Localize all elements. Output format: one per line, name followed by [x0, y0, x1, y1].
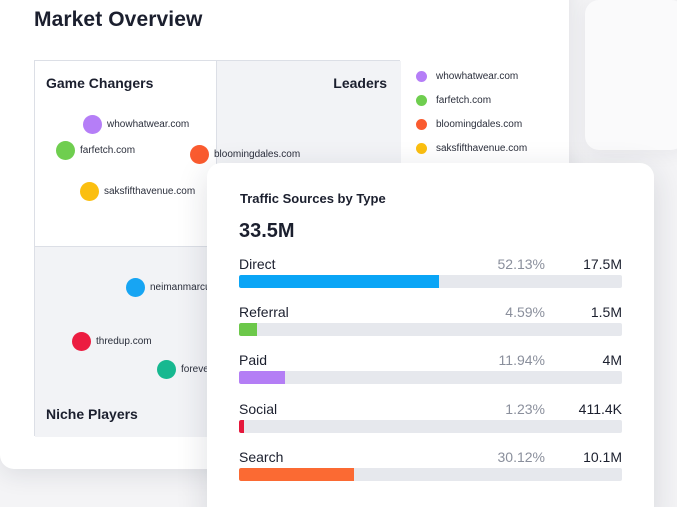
site-dot: [72, 332, 91, 351]
quadrant-niche-players: Niche Players: [35, 247, 217, 437]
source-percent: 4.59%: [505, 304, 545, 320]
source-bar-fill: [239, 371, 285, 384]
source-value: 411.4K: [578, 401, 622, 417]
legend-dot: [416, 118, 427, 130]
legend-label: whowhatwear.com: [436, 70, 519, 82]
site-marker-farfetch[interactable]: farfetch.com: [56, 141, 135, 160]
source-name: Direct: [239, 256, 276, 272]
source-name: Paid: [239, 352, 268, 368]
source-bar-track: [239, 468, 622, 481]
market-overview-title: Market Overview: [34, 8, 203, 31]
source-value: 4M: [602, 352, 622, 368]
site-marker-whowhatwear[interactable]: whowhatwear.com: [83, 115, 189, 134]
site-dot: [83, 115, 102, 134]
quadrant-label-leaders: Leaders: [333, 75, 387, 91]
site-label: farfetch.com: [80, 145, 136, 156]
site-dot: [80, 182, 99, 201]
site-label: bloomingdales.com: [214, 149, 301, 160]
site-marker-bloomingdales[interactable]: bloomingdales.com: [190, 145, 300, 164]
legend-item[interactable]: bloomingdales.com: [416, 112, 527, 136]
source-bar-track: [239, 323, 622, 336]
site-legend: whowhatwear.com farfetch.com bloomingdal…: [416, 64, 527, 160]
source-percent: 52.13%: [497, 256, 545, 272]
source-bar-track: [239, 371, 622, 384]
traffic-source-direct[interactable]: Direct 52.13% 17.5M: [239, 256, 622, 300]
source-bar-fill: [239, 275, 439, 288]
source-name: Referral: [239, 304, 289, 320]
legend-label: saksfifthavenue.com: [436, 142, 528, 154]
legend-dot: [416, 94, 427, 106]
legend-dot: [416, 70, 427, 82]
source-bar-track: [239, 275, 622, 288]
site-dot: [157, 360, 176, 379]
source-value: 10.1M: [583, 449, 622, 465]
site-marker-saksfifthavenue[interactable]: saksfifthavenue.com: [80, 182, 195, 201]
site-label: saksfifthavenue.com: [104, 186, 196, 197]
source-bar-track: [239, 420, 622, 433]
site-label: thredup.com: [96, 336, 152, 347]
site-dot: [56, 141, 75, 160]
site-dot: [190, 145, 209, 164]
legend-item[interactable]: farfetch.com: [416, 88, 527, 112]
source-bar-fill: [239, 420, 244, 433]
source-percent: 1.23%: [505, 401, 545, 417]
traffic-source-social[interactable]: Social 1.23% 411.4K: [239, 401, 622, 445]
traffic-sources-card: Traffic Sources by Type 33.5M Direct 52.…: [207, 163, 654, 507]
site-label: whowhatwear.com: [107, 119, 190, 130]
site-dot: [126, 278, 145, 297]
site-label: foreve: [181, 364, 209, 375]
quadrant-label-niche-players: Niche Players: [46, 406, 138, 422]
source-value: 1.5M: [590, 304, 622, 320]
site-label: neimanmarcu: [150, 282, 211, 293]
legend-label: bloomingdales.com: [436, 118, 523, 130]
site-marker-neimanmarcus[interactable]: neimanmarcu: [126, 278, 211, 297]
legend-item[interactable]: whowhatwear.com: [416, 64, 527, 88]
source-percent: 30.12%: [497, 449, 545, 465]
traffic-total: 33.5M: [239, 220, 295, 242]
traffic-source-referral[interactable]: Referral 4.59% 1.5M: [239, 304, 622, 348]
source-name: Social: [239, 401, 278, 417]
source-percent: 11.94%: [498, 352, 545, 368]
quadrant-label-game-changers: Game Changers: [46, 75, 154, 91]
traffic-card-title: Traffic Sources by Type: [240, 191, 386, 206]
legend-dot: [416, 142, 427, 154]
site-marker-thredup[interactable]: thredup.com: [72, 332, 152, 351]
source-name: Search: [239, 449, 284, 465]
traffic-source-paid[interactable]: Paid 11.94% 4M: [239, 352, 622, 396]
source-bar-fill: [239, 468, 355, 481]
traffic-source-search[interactable]: Search 30.12% 10.1M: [239, 449, 622, 493]
source-bar-fill: [239, 323, 257, 336]
legend-label: farfetch.com: [436, 94, 492, 106]
background-card: [585, 0, 677, 150]
legend-item[interactable]: saksfifthavenue.com: [416, 136, 527, 160]
source-value: 17.5M: [583, 256, 622, 272]
site-marker-forever21[interactable]: foreve: [157, 360, 209, 379]
